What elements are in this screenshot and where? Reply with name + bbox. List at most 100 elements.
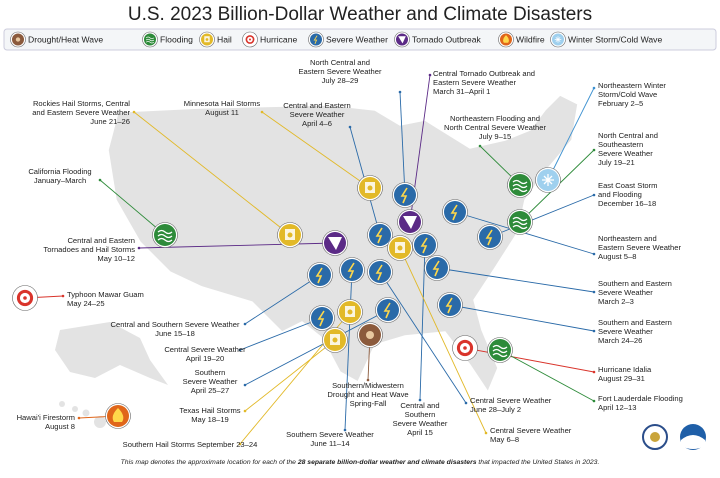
- callout-line: Southern Severe Weather: [286, 430, 374, 439]
- icon-glyph: [492, 352, 508, 358]
- icon-glyph: [403, 216, 417, 229]
- leader-dot: [428, 73, 432, 77]
- legend-label: Hurricane: [260, 35, 297, 45]
- callout-label: Central and Southern Severe Weather April 1…: [393, 401, 448, 437]
- icon-glyph: [205, 38, 209, 41]
- icon-glyph: [23, 296, 27, 300]
- callout-line: California Flooding: [28, 167, 91, 176]
- callout-line: August 11: [205, 108, 239, 117]
- icon-glyph: [332, 337, 338, 343]
- callout-line: Southern Hail Storms September 23–24: [123, 440, 258, 449]
- callout-line: March 31–April 1: [433, 87, 490, 96]
- callout-line: Central Severe Weather: [164, 345, 246, 354]
- callout-label: Southern and Eastern Severe Weather March …: [598, 279, 672, 306]
- callout-label: Northeastern Flooding and North Central S…: [444, 114, 546, 141]
- leader-dot: [366, 378, 370, 382]
- leader-dot: [592, 399, 596, 403]
- callout-line: Minnesota Hail Storms: [184, 99, 261, 108]
- callout-label: Central Severe Weather June 28–July 2: [470, 396, 552, 414]
- icon-glyph: [16, 289, 34, 307]
- callout-label: Northeastern and Eastern Severe Weather Au…: [598, 234, 681, 261]
- callout-line: Southern/Midwestern: [332, 381, 404, 390]
- callout-label: Central and Southern Severe Weather June …: [110, 320, 240, 338]
- icon: [309, 264, 331, 286]
- leader-dot: [484, 431, 488, 435]
- callout-line: Fort Lauderdale Flooding: [598, 394, 683, 403]
- legend-label: Drought/Heat Wave: [28, 35, 103, 45]
- icon-glyph: [512, 179, 528, 185]
- callout-line: May 6–8: [490, 435, 519, 444]
- callout-label: Southern/Midwestern Drought and Heat Wave…: [327, 381, 408, 408]
- icon-glyph: [512, 183, 528, 189]
- icon: [426, 257, 448, 279]
- icon-glyph: [542, 174, 554, 186]
- leader-line: [464, 347, 595, 373]
- icon-glyph: [112, 408, 124, 422]
- leader-line: [261, 111, 371, 189]
- callout-line: Eastern Severe Weather: [433, 78, 516, 87]
- icon-glyph: [420, 237, 428, 254]
- icon-glyph: [432, 260, 440, 277]
- legend-label: Severe Weather: [326, 35, 388, 45]
- icon-glyph: [397, 245, 403, 251]
- callout-line: Central and: [400, 401, 439, 410]
- icon: [341, 259, 363, 281]
- leader-dot: [592, 148, 596, 152]
- callout-line: Northeastern and: [598, 234, 657, 243]
- callout-line: Southern: [405, 410, 436, 419]
- leader-dot: [418, 398, 422, 402]
- callout-label: East Coast Storm and Flooding December 16–…: [598, 181, 658, 208]
- leader-line: [436, 267, 595, 293]
- callout-line: June 11–14: [310, 439, 349, 448]
- leader-dot: [61, 294, 65, 298]
- icon-glyph: [512, 220, 528, 226]
- icon-glyph: [554, 36, 562, 43]
- leader-dot: [77, 416, 81, 420]
- icon-glyph: [328, 237, 342, 250]
- callout-label: Central Tornado Outbreak and Eastern Seve…: [433, 69, 535, 96]
- icon: [154, 224, 176, 246]
- footnote: This map denotes the approximate locatio…: [121, 459, 600, 466]
- callout-line: and Eastern Severe Weather: [32, 108, 130, 117]
- callout-label: Minnesota Hail Storms August 11: [184, 99, 261, 117]
- leader-dot: [592, 193, 596, 197]
- callout-line: North Central and: [598, 131, 658, 140]
- callout-line: Eastern Severe Weather: [298, 67, 381, 76]
- callout-label: North Central and Southeastern Severe Weat…: [598, 131, 658, 167]
- callout-line: Severe Weather: [598, 327, 653, 336]
- leader-dot: [137, 246, 141, 250]
- icon-glyph: [145, 38, 155, 42]
- callout-line: Typhoon Mawar Guam: [67, 290, 144, 299]
- callout-label: Rockies Hail Storms, Central and Eastern …: [32, 99, 130, 126]
- leader-dot: [592, 86, 596, 90]
- callout-line: August 5–8: [598, 252, 636, 261]
- title: U.S. 2023 Billion-Dollar Weather and Cli…: [128, 4, 592, 25]
- leader-dot: [398, 90, 402, 94]
- icon-glyph: [375, 227, 383, 244]
- icon: [394, 184, 416, 206]
- leader-dot: [592, 370, 596, 374]
- callout-line: and Flooding: [598, 190, 642, 199]
- icon-glyph: [347, 309, 353, 315]
- icon-glyph: [15, 37, 21, 42]
- callout-label: Southern Severe Weather April 25–27: [183, 368, 238, 395]
- icon-glyph: [492, 348, 508, 354]
- leader-line: [547, 87, 595, 181]
- callout-line: Hurricane Idalia: [598, 365, 652, 374]
- leader-dot: [478, 144, 482, 148]
- icon-glyph: [485, 229, 493, 246]
- callout-line: December 16–18: [598, 199, 656, 208]
- callout-label: Northeastern Winter Storm/Cold Wave Februa…: [598, 81, 666, 108]
- icon-glyph: [463, 346, 467, 350]
- callout-line: Central and Southern Severe Weather: [110, 320, 240, 329]
- icon-glyph: [145, 36, 155, 40]
- legend-box: [3, 28, 717, 51]
- icon-glyph: [456, 339, 474, 357]
- callout-line: Eastern Severe Weather: [598, 243, 681, 252]
- leader-line: [239, 317, 323, 351]
- leader-line: [419, 244, 426, 401]
- callout-line: Central Severe Weather: [490, 426, 572, 435]
- legend-label: Flooding: [160, 35, 193, 45]
- leader-line: [379, 271, 467, 404]
- leader-line: [138, 242, 336, 249]
